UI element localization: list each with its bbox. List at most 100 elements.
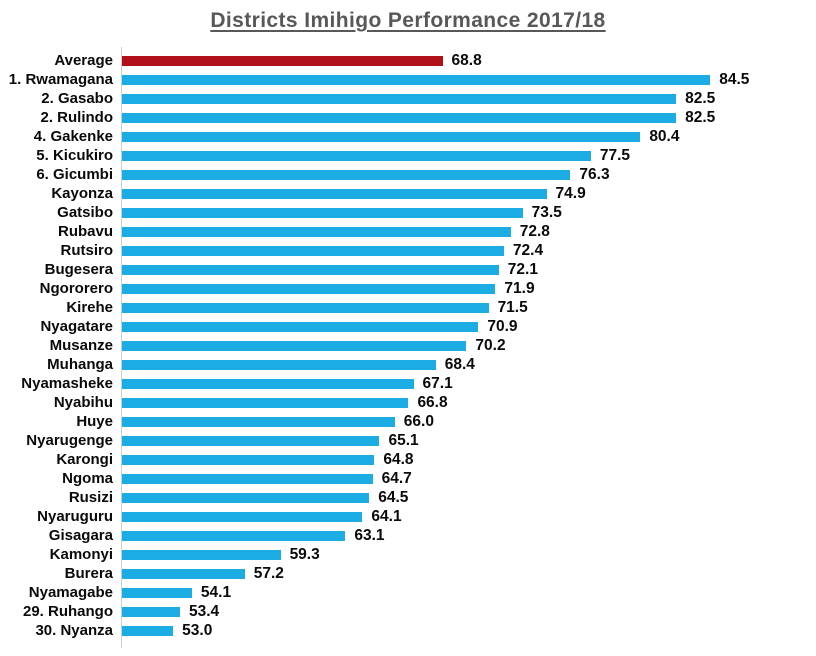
bar-area: 57.2: [122, 565, 804, 583]
bar-area: 72.8: [122, 223, 804, 241]
value-label: 72.4: [512, 241, 544, 259]
category-label: 6. Gicumbi: [36, 166, 113, 183]
category-label: Nyaruguru: [37, 508, 113, 525]
chart-row: 6. Gicumbi 76.3: [0, 165, 816, 184]
chart-row: Bugesera 72.1: [0, 260, 816, 279]
chart-row: Nyabihu 66.8: [0, 393, 816, 412]
bar-area: 66.0: [122, 413, 804, 431]
bar-area: 54.1: [122, 584, 804, 602]
value-label: 72.1: [507, 260, 538, 278]
category-label: Rusizi: [68, 489, 113, 506]
bar-area: 63.1: [122, 527, 804, 545]
bar-area: 65.1: [122, 432, 804, 450]
value-label: 71.5: [497, 298, 528, 316]
category-label: Gatsibo: [57, 204, 113, 221]
bar-chart: Average 68.8 1. Rwamagana 84.5 2. Gasabo 82.5…: [0, 47, 816, 648]
bar-district: [122, 74, 711, 85]
chart-row: Karongi 64.8: [0, 450, 816, 469]
category-label: Nyamagabe: [28, 584, 113, 601]
chart-row: 29. Ruhango 53.4: [0, 602, 816, 621]
category-label: 5. Kicukiro: [36, 147, 113, 164]
bar-district: [122, 492, 370, 503]
category-label: Muhanga: [47, 356, 113, 373]
chart-row: Ngoma 64.7: [0, 469, 816, 488]
category-label: Rubavu: [57, 223, 113, 240]
bar-district: [122, 625, 174, 636]
bar-district: [122, 207, 523, 218]
value-label: 57.2: [253, 564, 284, 582]
value-label: 67.1: [422, 374, 453, 392]
bar-area: 64.7: [122, 470, 804, 488]
bar-area: 74.9: [122, 185, 804, 203]
category-label: Average: [54, 52, 113, 69]
bar-district: [122, 245, 504, 256]
value-label: 64.1: [371, 507, 402, 525]
bar-area: 82.5: [122, 90, 804, 108]
chart-row: Ngororero 71.9: [0, 279, 816, 298]
category-label: 29. Ruhango: [22, 603, 113, 620]
chart-row: Rubavu 72.8: [0, 222, 816, 241]
value-label: 66.8: [417, 393, 448, 411]
bar-district: [122, 473, 373, 484]
value-label: 59.3: [289, 545, 320, 563]
chart-row: Musanze 70.2: [0, 336, 816, 355]
chart-row: Huye 66.0: [0, 412, 816, 431]
bar-district: [122, 587, 192, 598]
bar-district: [122, 226, 511, 237]
bar-area: 64.8: [122, 451, 804, 469]
bar-district: [122, 530, 346, 541]
bar-area: 72.4: [122, 242, 804, 260]
chart-title: Districts Imihigo Performance 2017/18: [210, 9, 606, 32]
chart-row: Gatsibo 73.5: [0, 203, 816, 222]
chart-row: Nyarugenge 65.1: [0, 431, 816, 450]
chart-row: Muhanga 68.4: [0, 355, 816, 374]
bar-area: 80.4: [122, 128, 804, 146]
bar-district: [122, 93, 677, 104]
category-label: Ngoma: [62, 470, 113, 487]
value-label: 53.0: [182, 621, 213, 639]
bar-district: [122, 549, 281, 560]
value-label: 82.5: [685, 108, 716, 126]
value-label: 74.9: [555, 184, 586, 202]
chart-row: Nyamagabe 54.1: [0, 583, 816, 602]
bar-district: [122, 359, 436, 370]
value-label: 70.9: [487, 317, 518, 335]
value-label: 82.5: [685, 89, 716, 107]
bar-average: [122, 55, 443, 66]
bar-area: 77.5: [122, 147, 804, 165]
category-label: Nyarugenge: [26, 432, 113, 449]
bar-area: 70.9: [122, 318, 804, 336]
bar-area: 53.0: [122, 622, 804, 640]
chart-row: Gisagara 63.1: [0, 526, 816, 545]
chart-row: Kayonza 74.9: [0, 184, 816, 203]
category-label: 1. Rwamagana: [8, 71, 113, 88]
bar-district: [122, 283, 496, 294]
category-label: Ngororero: [39, 280, 113, 297]
value-label: 64.5: [378, 488, 409, 506]
value-label: 76.3: [579, 165, 610, 183]
category-label: 30. Nyanza: [35, 622, 113, 639]
bar-area: 59.3: [122, 546, 804, 564]
category-label: Gisagara: [48, 527, 113, 544]
bar-district: [122, 435, 380, 446]
bar-area: 73.5: [122, 204, 804, 222]
category-label: Kayonza: [51, 185, 113, 202]
value-label: 68.4: [444, 355, 475, 373]
chart-row: 2. Gasabo 82.5: [0, 89, 816, 108]
bar-district: [122, 264, 499, 275]
bar-district: [122, 568, 245, 579]
bar-area: 84.5: [122, 71, 804, 89]
bar-area: 70.2: [122, 337, 804, 355]
chart-row: Nyagatare 70.9: [0, 317, 816, 336]
value-label: 53.4: [188, 602, 220, 620]
category-label: Nyamasheke: [21, 375, 113, 392]
value-label: 65.1: [388, 431, 419, 449]
value-label: 80.4: [649, 127, 680, 145]
value-label: 77.5: [599, 146, 631, 164]
bar-district: [122, 397, 409, 408]
value-label: 72.8: [519, 222, 550, 240]
chart-row: Kirehe 71.5: [0, 298, 816, 317]
bar-area: 82.5: [122, 109, 804, 127]
value-label: 70.2: [475, 336, 506, 354]
chart-row: Average 68.8: [0, 51, 816, 70]
